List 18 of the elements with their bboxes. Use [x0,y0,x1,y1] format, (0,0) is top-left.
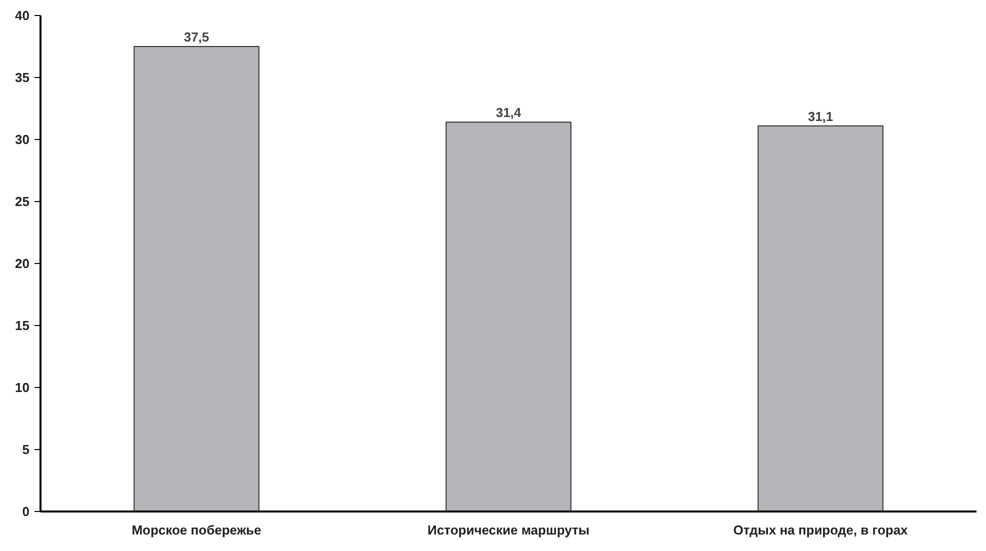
x-tick-label: Отдых на природе, в горах [733,522,909,538]
y-tick-label: 10 [15,380,30,395]
y-tick-label: 0 [22,504,30,519]
data-label: 37,5 [184,30,210,44]
y-tick-label: 35 [15,70,30,85]
x-tick-label: Исторические маршруты [428,522,590,538]
y-tick-label: 30 [15,132,30,147]
y-tick-label: 40 [15,8,30,23]
y-tick-label: 25 [15,194,30,209]
bar [446,122,572,512]
bar [758,125,884,512]
x-tick-label: Морское побережье [132,522,262,538]
y-tick-label: 20 [15,256,30,271]
data-label: 31,4 [496,105,522,120]
y-tick-label: 15 [15,318,30,333]
bar [134,46,260,512]
y-tick-label: 5 [22,442,30,457]
data-label: 31,1 [808,108,834,124]
